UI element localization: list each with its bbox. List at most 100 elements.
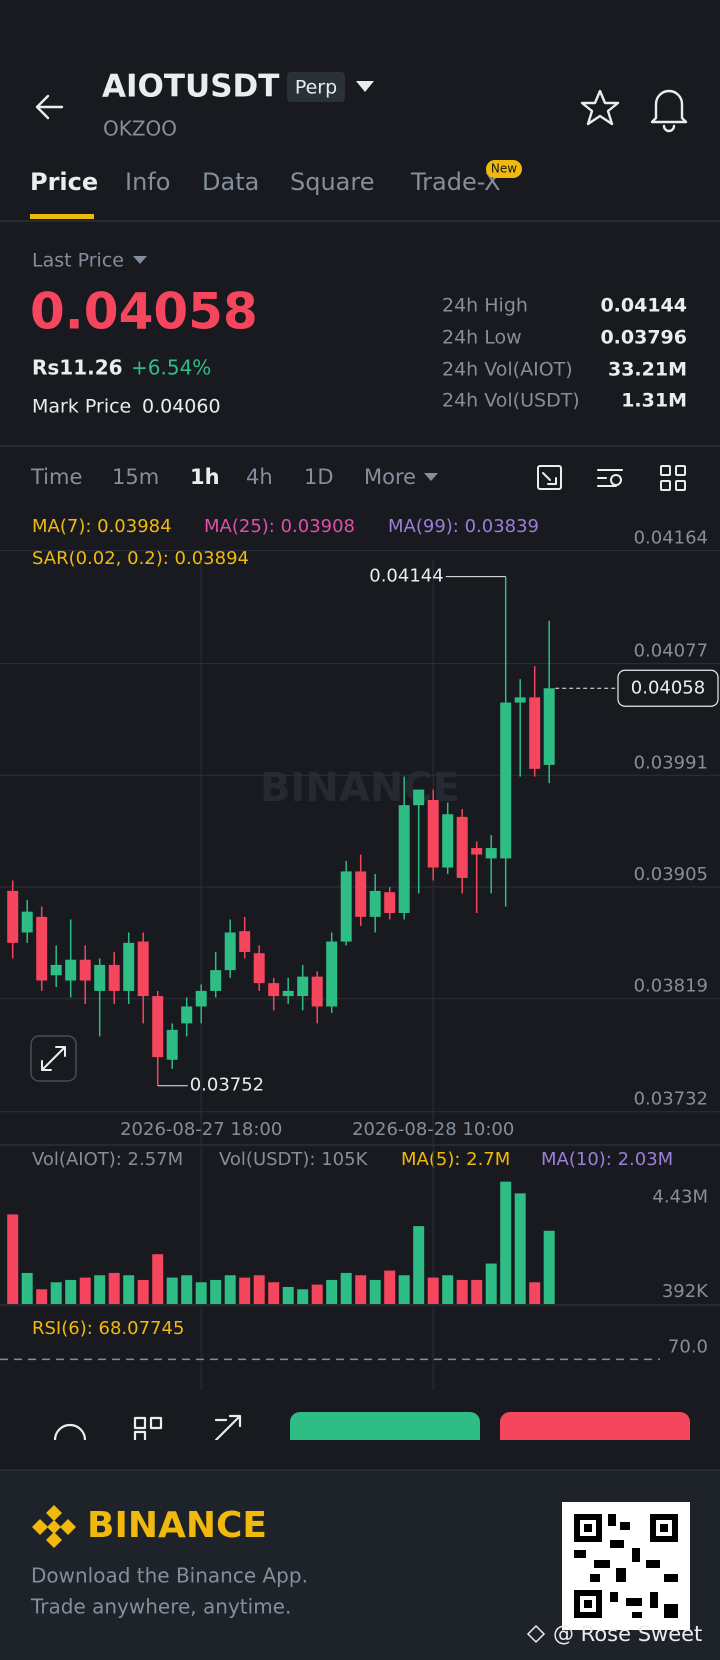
- change: +6.54%: [131, 356, 211, 380]
- price-box: [617, 669, 719, 707]
- subtitle: OKZOO: [103, 117, 177, 141]
- volume-bar: [413, 1226, 425, 1304]
- tab[interactable]: Square: [290, 168, 375, 196]
- candle-body: [529, 697, 541, 769]
- candle-body: [326, 941, 338, 1007]
- last-price-label: Last Price: [32, 250, 124, 272]
- interval[interactable]: 4h: [246, 465, 273, 489]
- stat-label: 24h Vol(USDT): [442, 390, 580, 412]
- candle-body: [36, 916, 48, 981]
- credit: @ Rose Sweet: [553, 1622, 702, 1646]
- candle-body: [282, 990, 294, 997]
- new-badge-bg: [486, 160, 522, 178]
- volume-bar: [210, 1279, 222, 1304]
- volume-bar: [500, 1181, 512, 1304]
- volume-bar: [21, 1272, 33, 1304]
- interval[interactable]: 1h: [190, 465, 220, 489]
- candle-body: [195, 990, 207, 1007]
- low-label: 0.03752: [190, 1075, 264, 1096]
- candle-body: [543, 688, 555, 765]
- candle-body: [369, 890, 381, 917]
- credit-icon: [526, 1624, 546, 1644]
- new-badge: New: [491, 162, 517, 176]
- candle-body: [123, 942, 135, 991]
- interval[interactable]: 15m: [112, 465, 159, 489]
- indicator: MA(25): 0.03908: [204, 516, 355, 537]
- candle-body: [297, 976, 309, 997]
- rsi-label: RSI(6): 68.07745: [32, 1318, 184, 1339]
- volume-bar: [282, 1286, 294, 1304]
- candle-body: [355, 871, 367, 917]
- volume-bar: [50, 1282, 62, 1304]
- tab[interactable]: Data: [202, 168, 259, 196]
- volume-bar: [7, 1214, 19, 1304]
- candle-body: [442, 814, 454, 868]
- indicator: MA(99): 0.03839: [388, 516, 539, 537]
- symbol: AIOTUSDT: [102, 69, 279, 105]
- y-tick-label: 0.03819: [634, 976, 708, 997]
- candle-body: [137, 941, 149, 997]
- volume-bar: [253, 1275, 265, 1304]
- candle-body: [514, 697, 526, 703]
- local-price: Rs11.26: [32, 356, 123, 380]
- candle-body: [94, 964, 106, 991]
- chart-area: BINANCE MA(7): 0.03984 MA(25): 0.03908 M…: [0, 516, 720, 1390]
- volume-bar: [398, 1275, 410, 1304]
- alert[interactable]: [650, 89, 688, 133]
- candle-body: [253, 953, 265, 984]
- x-tick-label: 2026-08-28 10:00: [352, 1119, 514, 1140]
- interval[interactable]: More: [364, 465, 416, 489]
- volume-label: MA(5): 2.7M: [401, 1149, 510, 1170]
- volume-bar: [166, 1277, 178, 1304]
- stat-label: 24h Low: [442, 327, 522, 349]
- dropdown[interactable]: [356, 81, 374, 92]
- indicators[interactable]: [597, 469, 623, 487]
- volume-bar: [152, 1254, 164, 1304]
- volume-bar: [224, 1275, 236, 1304]
- candle-body: [50, 964, 62, 976]
- dropdown[interactable]: [424, 473, 438, 481]
- tab[interactable]: Price: [30, 168, 98, 196]
- dropdown[interactable]: [133, 256, 147, 264]
- watermark: BINANCE: [260, 765, 460, 811]
- volume-bar: [340, 1272, 352, 1304]
- volume-bar: [137, 1279, 149, 1304]
- volume-bar: [195, 1282, 207, 1304]
- tab[interactable]: Trade-X: [410, 168, 501, 196]
- expand-button[interactable]: [30, 1035, 77, 1082]
- indicator: MA(7): 0.03984: [32, 516, 172, 537]
- candle-body: [152, 996, 164, 1058]
- volume-label: Vol(AIOT): 2.57M: [32, 1149, 183, 1170]
- back-button[interactable]: [35, 94, 64, 120]
- layout[interactable]: [660, 465, 686, 491]
- chart-settings[interactable]: [537, 465, 562, 490]
- mark-price-label: Mark Price: [32, 396, 131, 418]
- volume-bar: [94, 1275, 106, 1304]
- candle-body: [268, 983, 280, 997]
- volume-bar: [326, 1279, 338, 1304]
- volume-bar: [108, 1272, 120, 1304]
- qr-code: [562, 1502, 690, 1630]
- stat-label: 24h High: [442, 295, 528, 317]
- volume-bar: [65, 1279, 77, 1304]
- tab[interactable]: Info: [125, 168, 170, 196]
- volume-bar: [181, 1275, 193, 1304]
- interval[interactable]: 1D: [304, 465, 334, 489]
- candle-body: [340, 871, 352, 942]
- volume-tick-label: 392K: [662, 1281, 709, 1302]
- favorite[interactable]: [580, 89, 620, 126]
- candle-body: [311, 976, 323, 1007]
- stat-value: 33.21M: [608, 359, 687, 381]
- badge: Perp: [295, 77, 337, 99]
- candle-body: [108, 964, 120, 991]
- volume-label: Vol(USDT): 105K: [219, 1149, 369, 1170]
- logo: [32, 1505, 76, 1548]
- volume-bar: [79, 1277, 91, 1304]
- candle-body: [384, 892, 396, 913]
- interval[interactable]: Time: [30, 465, 82, 489]
- candle-body: [427, 799, 439, 868]
- brand: BINANCE: [87, 1505, 267, 1546]
- candle-body: [166, 1029, 178, 1060]
